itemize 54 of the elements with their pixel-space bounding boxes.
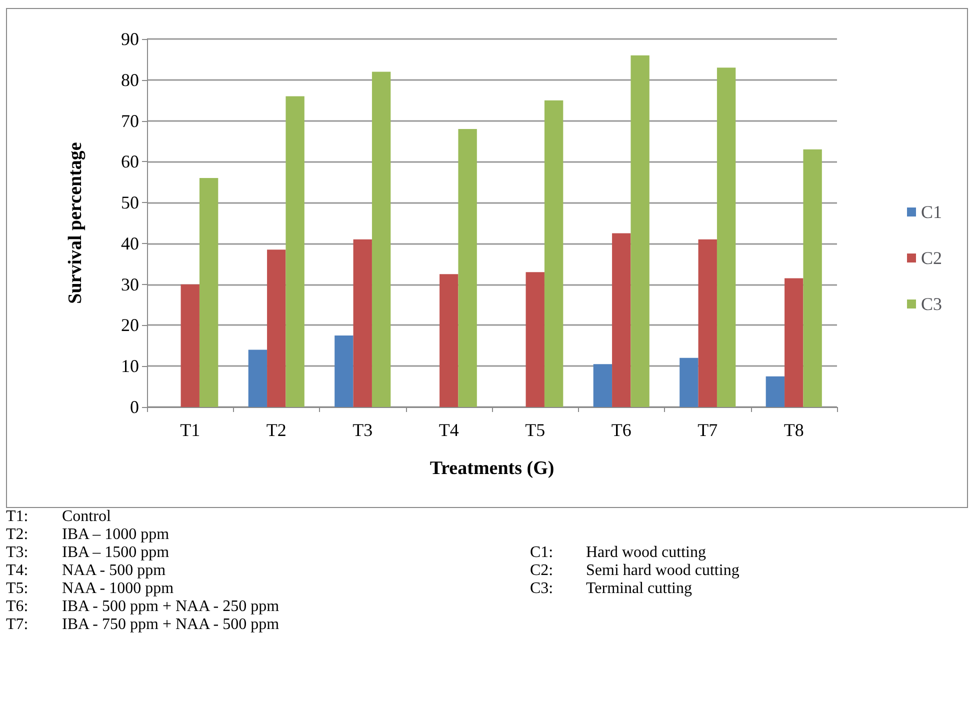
bar [803,149,822,407]
bar [286,96,304,407]
y-tick-label: 70 [121,110,139,131]
text: T6: IBA - 500 ppm + NAA - 250 ppm [6,598,280,615]
x-tick-label: T7 [698,420,718,440]
x-tick-label: T6 [611,420,632,440]
text: T4: NAA - 500 ppm [6,562,166,579]
y-tick-label: 90 [121,29,139,49]
text: T3: IBA – 1500 ppm [6,544,170,561]
x-tick-label: T2 [266,420,286,440]
x-tick-label: T8 [784,420,804,440]
y-tick-label: 40 [121,233,139,254]
bar [612,233,631,407]
bar [630,55,650,407]
bar [766,376,785,407]
bar [680,358,698,407]
x-tick-label: T5 [525,420,546,440]
bar [440,274,458,407]
legend-label: C2 [920,248,942,268]
y-tick-label: 60 [121,152,139,172]
legend-label: C1 [920,202,942,222]
text: C1: Hard wood cutting [530,544,706,561]
y-tick-label: 80 [121,70,139,90]
bar [353,239,372,407]
bar [458,128,477,407]
y-axis-title: Survival percentage [65,142,86,304]
legend-label: C3 [920,294,942,314]
x-tick-label: T1 [180,420,200,440]
text: T1: Control [6,508,111,525]
y-tick-label: 30 [121,274,139,294]
x-axis-title: Treatments (G) [430,458,554,479]
text: T5: NAA - 1000 ppm [6,580,174,597]
text: T7: IBA - 750 ppm + NAA - 500 ppm [6,616,280,633]
bar [698,239,717,407]
bar [372,72,391,407]
bar [199,178,218,407]
bar [526,272,544,407]
bar [267,250,286,407]
bar [180,284,200,407]
text: C2: Semi hard wood cutting [530,562,740,579]
text: T2: IBA – 1000 ppm [6,526,170,543]
bar [248,350,268,407]
bar [784,278,804,407]
text: C3: Terminal cutting [530,580,692,597]
bar [716,68,736,407]
x-tick-label: T4 [438,420,459,440]
y-tick-label: 20 [121,315,139,336]
y-tick-label: 50 [121,192,139,213]
bar [334,335,354,407]
y-tick-label: 10 [121,356,139,376]
bar [593,364,612,407]
bar [544,100,564,407]
y-tick-label: 0 [130,397,139,417]
x-tick-label: T3 [352,420,373,440]
